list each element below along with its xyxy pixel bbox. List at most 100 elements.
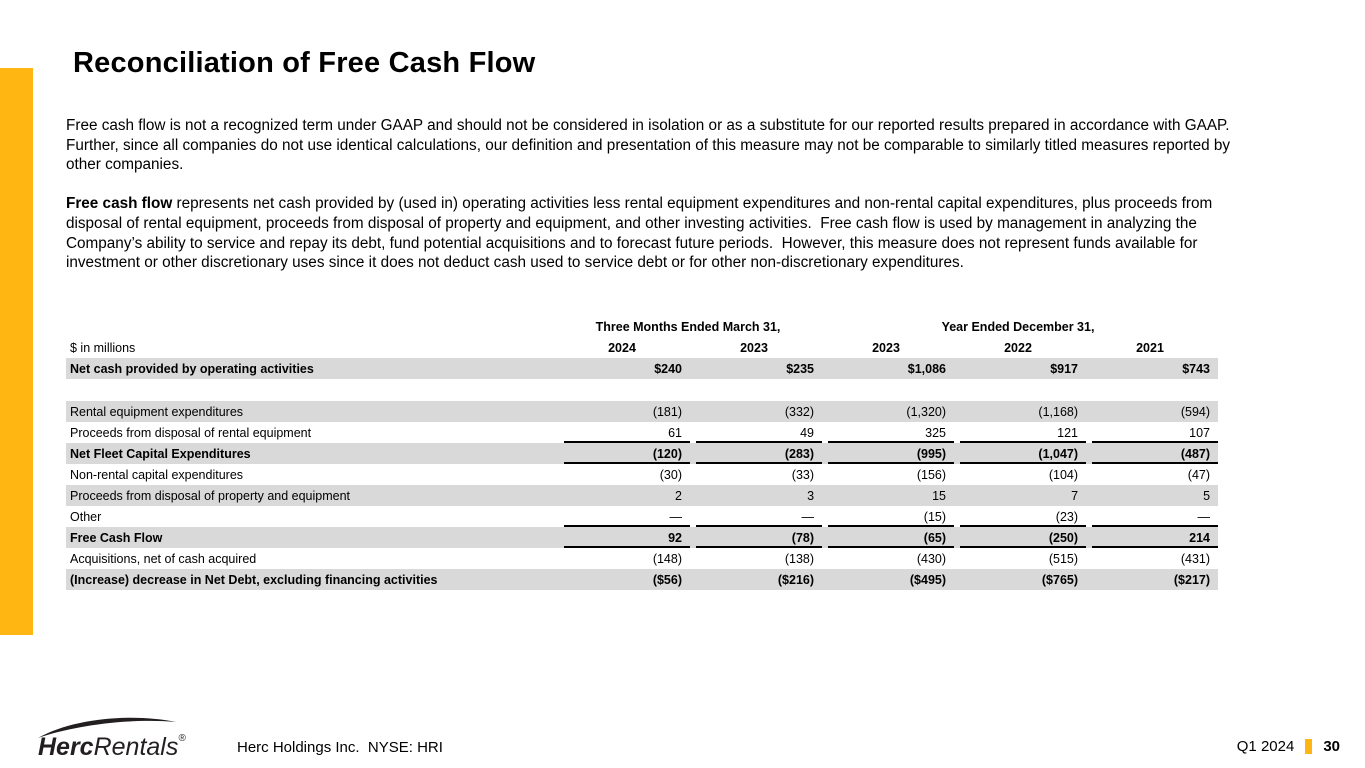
value-cell: $1,086 — [822, 358, 955, 379]
value-cell: 3 — [690, 485, 823, 506]
value-cell: 7 — [954, 485, 1087, 506]
value-cell: 214 — [1086, 527, 1219, 548]
year-header-row: $ in millions 2024 2023 2023 2022 2021 — [66, 337, 1218, 358]
logo-wordmark: HercRentals® — [38, 733, 186, 761]
value-cell: $917 — [954, 358, 1087, 379]
value-cell: — — [558, 506, 690, 527]
body-text-block: Free cash flow is not a recognized term … — [66, 116, 1244, 273]
definition-rest: represents net cash provided by (used in… — [66, 195, 1217, 272]
row-label-cell: Net cash provided by operating activitie… — [66, 358, 558, 379]
value-cell: (487) — [1086, 443, 1219, 464]
value-cell: (148) — [652, 551, 682, 566]
value-cell: (1,047) — [954, 443, 1087, 464]
year-column-header: 2022 — [1004, 340, 1032, 355]
slide-title: Reconciliation of Free Cash Flow — [73, 47, 536, 80]
year-column-header: 2024 — [608, 340, 636, 355]
page-number: 30 — [1323, 738, 1340, 755]
spacer-cell — [66, 379, 1219, 401]
value-cell: (1,320) — [822, 401, 955, 422]
value-cell: (33) — [791, 467, 815, 482]
value-cell: $240 — [558, 358, 690, 379]
table-row: Other — — (15) (23) — — [66, 506, 1219, 527]
logo-graphic: HercRentals® — [38, 717, 186, 761]
table-body: Net cash provided by operating activitie… — [66, 358, 1219, 590]
row-label-cell: Free Cash Flow — [66, 527, 558, 548]
page-number-tick — [1305, 739, 1313, 754]
row-label-cell: Net Fleet Capital Expenditures — [66, 443, 558, 464]
value-cell: (30) — [659, 467, 682, 482]
value-cell: (1,168) — [954, 401, 1087, 422]
value-cell: (120) — [558, 443, 690, 464]
logo-swoosh — [38, 717, 176, 738]
accent-bar — [0, 68, 33, 635]
value-cell: (431) — [1180, 551, 1211, 566]
value-cell: ($217) — [1086, 569, 1219, 590]
value-cell: 5 — [1086, 485, 1219, 506]
row-label-cell: Proceeds from disposal of property and e… — [66, 485, 558, 506]
value-cell: (15) — [822, 506, 955, 527]
value-cell: 15 — [822, 485, 955, 506]
value-cell: (138) — [784, 551, 815, 566]
value-cell: (78) — [690, 527, 823, 548]
row-label-cell: Proceeds from disposal of rental equipme… — [70, 425, 312, 440]
group-header-empty-cell — [66, 316, 558, 337]
value-cell: (594) — [1086, 401, 1219, 422]
value-cell: 49 — [690, 422, 823, 443]
value-cell: (47) — [1187, 467, 1211, 482]
unit-label-cell: $ in millions — [70, 340, 136, 355]
group-header-row: Three Months Ended March 31, Year Ended … — [66, 316, 1218, 337]
value-cell: ($495) — [822, 569, 955, 590]
value-cell: (65) — [822, 527, 955, 548]
value-cell: (995) — [822, 443, 955, 464]
free-cash-flow-definition-paragraph: Free cash flow represents net cash provi… — [66, 194, 1244, 273]
value-cell: — — [1086, 506, 1219, 527]
row-label-cell: Other — [70, 509, 102, 524]
table-row: Net Fleet Capital Expenditures (120) (283)… — [66, 443, 1219, 464]
value-cell: 121 — [954, 422, 1087, 443]
value-cell: (104) — [1048, 467, 1079, 482]
spacer-row — [66, 379, 1219, 401]
table-row: Proceeds from disposal of rental equipme… — [66, 422, 1219, 443]
value-cell: (156) — [916, 467, 947, 482]
footer-period: Q1 2024 — [1236, 738, 1295, 755]
value-cell: — — [690, 506, 823, 527]
table-header: Three Months Ended March 31, Year Ended … — [66, 316, 1218, 358]
reconciliation-table: Three Months Ended March 31, Year Ended … — [66, 316, 1219, 590]
value-cell: 325 — [822, 422, 955, 443]
row-label-cell: Rental equipment expenditures — [66, 401, 558, 422]
table-row: Net cash provided by operating activitie… — [66, 358, 1219, 379]
logo-text-rentals: Rentals — [94, 733, 179, 761]
value-cell: $235 — [690, 358, 823, 379]
table-row: Rental equipment expenditures (181) (332)(… — [66, 401, 1219, 422]
year-column-header: 2023 — [872, 340, 900, 355]
value-cell: (332) — [690, 401, 823, 422]
table-row: Acquisitions, net of cash acquired (148) (… — [66, 548, 1218, 569]
footer-company-line: Herc Holdings Inc. NYSE: HRI — [237, 739, 443, 756]
row-label-cell: Acquisitions, net of cash acquired — [70, 551, 257, 566]
group-header-year-ended: Year Ended December 31, — [941, 319, 1095, 334]
value-cell: (283) — [690, 443, 823, 464]
value-cell: (430) — [916, 551, 947, 566]
year-column-header: 2021 — [1136, 340, 1164, 355]
value-cell: ($216) — [690, 569, 823, 590]
value-cell: 2 — [558, 485, 690, 506]
definition-lead-bold: Free cash flow — [66, 195, 173, 213]
value-cell: (181) — [558, 401, 690, 422]
value-cell: 107 — [1086, 422, 1219, 443]
value-cell: ($765) — [954, 569, 1087, 590]
value-cell: $743 — [1086, 358, 1219, 379]
table-row: (Increase) decrease in Net Debt, excludi… — [66, 569, 1219, 590]
row-label-cell: (Increase) decrease in Net Debt, excludi… — [66, 569, 558, 590]
registered-trademark-icon: ® — [178, 733, 186, 744]
value-cell: 92 — [558, 527, 690, 548]
table-row: Non-rental capital expenditures (30) (33) (… — [66, 464, 1218, 485]
table-row: Proceeds from disposal of property and e… — [66, 485, 1219, 506]
value-cell: (515) — [1048, 551, 1079, 566]
row-label-cell: Non-rental capital expenditures — [70, 467, 244, 482]
value-cell: (23) — [954, 506, 1087, 527]
gaap-disclaimer-paragraph: Free cash flow is not a recognized term … — [66, 117, 1238, 174]
value-cell: ($56) — [558, 569, 690, 590]
table-row: Free Cash Flow 92 (78) (65) (250) 214 — [66, 527, 1219, 548]
value-cell: 61 — [558, 422, 690, 443]
year-column-header: 2023 — [740, 340, 768, 355]
